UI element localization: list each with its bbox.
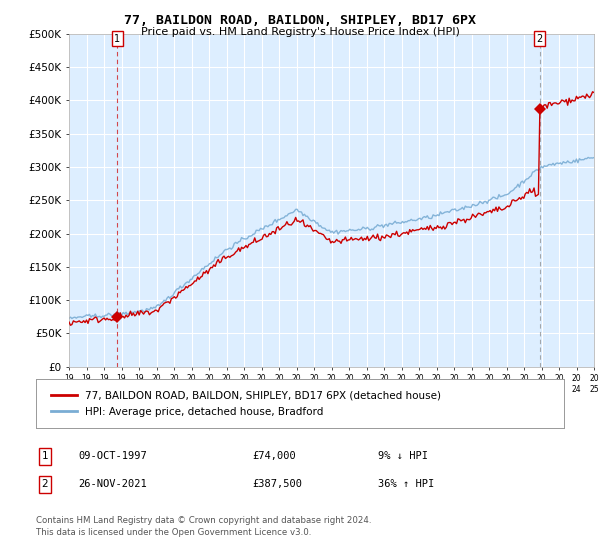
Text: 26-NOV-2021: 26-NOV-2021 [78,479,147,489]
Legend: 77, BAILDON ROAD, BAILDON, SHIPLEY, BD17 6PX (detached house), HPI: Average pric: 77, BAILDON ROAD, BAILDON, SHIPLEY, BD17… [46,386,445,421]
Text: 09-OCT-1997: 09-OCT-1997 [78,451,147,461]
Text: £387,500: £387,500 [252,479,302,489]
Text: 1: 1 [41,451,49,461]
Text: Contains HM Land Registry data © Crown copyright and database right 2024.
This d: Contains HM Land Registry data © Crown c… [36,516,371,537]
Text: 36% ↑ HPI: 36% ↑ HPI [378,479,434,489]
Text: 1: 1 [115,34,121,44]
Text: Price paid vs. HM Land Registry's House Price Index (HPI): Price paid vs. HM Land Registry's House … [140,27,460,37]
Text: 2: 2 [536,34,543,44]
Text: 77, BAILDON ROAD, BAILDON, SHIPLEY, BD17 6PX: 77, BAILDON ROAD, BAILDON, SHIPLEY, BD17… [124,14,476,27]
Text: £74,000: £74,000 [252,451,296,461]
Text: 2: 2 [41,479,49,489]
Text: 9% ↓ HPI: 9% ↓ HPI [378,451,428,461]
